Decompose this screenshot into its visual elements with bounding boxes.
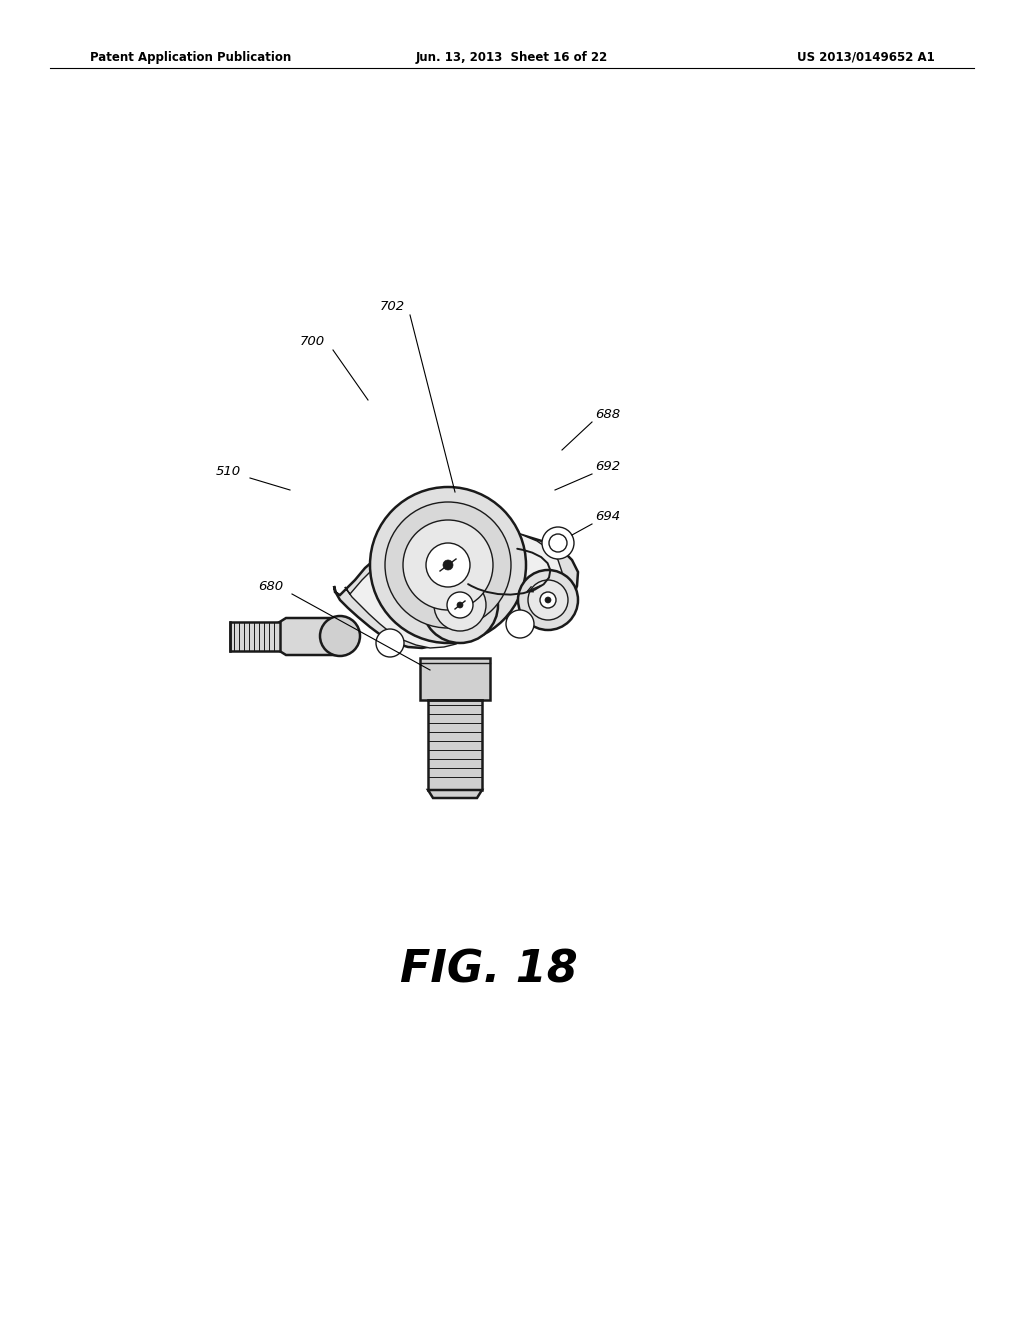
Circle shape (319, 616, 360, 656)
Circle shape (506, 610, 534, 638)
Circle shape (457, 602, 463, 609)
Text: 688: 688 (595, 408, 621, 421)
Circle shape (385, 502, 511, 628)
Text: 680: 680 (258, 579, 283, 593)
Circle shape (542, 527, 574, 558)
Polygon shape (345, 528, 562, 648)
Text: FIG. 18: FIG. 18 (400, 949, 578, 991)
Polygon shape (428, 700, 482, 789)
Circle shape (518, 570, 578, 630)
Text: 700: 700 (300, 335, 326, 348)
Circle shape (422, 568, 498, 643)
Text: Jun. 13, 2013  Sheet 16 of 22: Jun. 13, 2013 Sheet 16 of 22 (416, 50, 608, 63)
Circle shape (540, 591, 556, 609)
Text: 692: 692 (595, 459, 621, 473)
Polygon shape (428, 789, 482, 799)
Text: 694: 694 (595, 510, 621, 523)
Polygon shape (278, 618, 340, 655)
Circle shape (376, 630, 404, 657)
Circle shape (434, 579, 486, 631)
Circle shape (403, 520, 493, 610)
Text: US 2013/0149652 A1: US 2013/0149652 A1 (798, 50, 935, 63)
Circle shape (370, 487, 526, 643)
Circle shape (549, 535, 567, 552)
Polygon shape (334, 529, 578, 648)
Circle shape (426, 543, 470, 587)
Circle shape (528, 579, 568, 620)
Text: 510: 510 (216, 465, 241, 478)
Text: 702: 702 (380, 300, 406, 313)
Text: Patent Application Publication: Patent Application Publication (90, 50, 291, 63)
Polygon shape (230, 622, 280, 651)
Circle shape (545, 597, 551, 603)
Circle shape (443, 560, 453, 570)
Polygon shape (420, 657, 490, 700)
Circle shape (447, 591, 473, 618)
